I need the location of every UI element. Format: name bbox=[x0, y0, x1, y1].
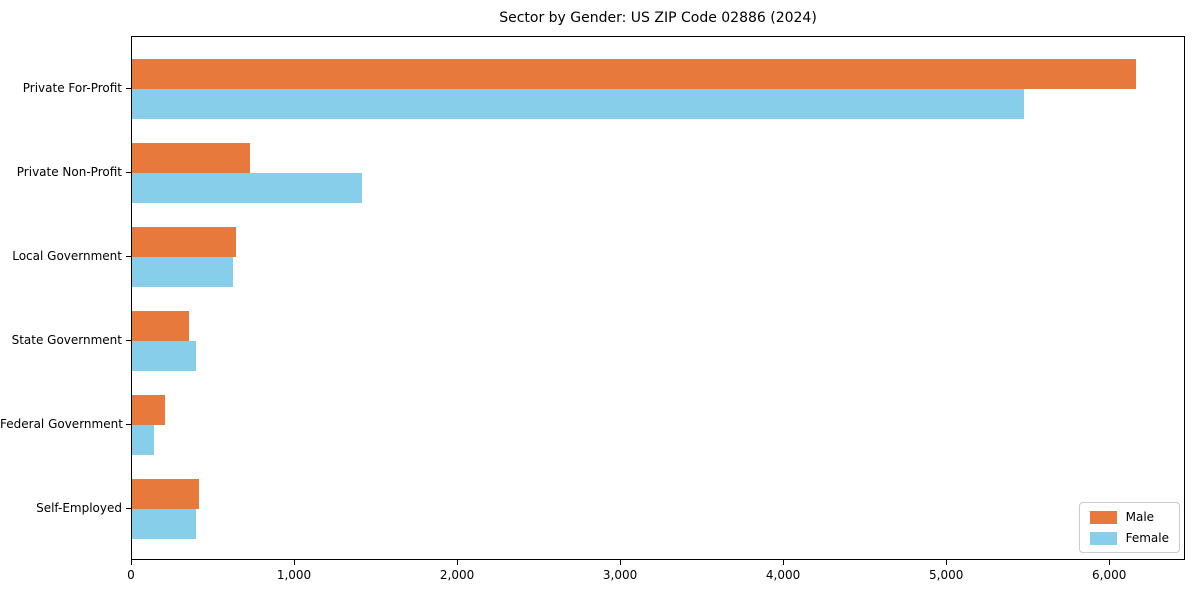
x-tick-label: 3,000 bbox=[602, 568, 638, 582]
y-axis-label-federal-government: Federal Government bbox=[0, 417, 123, 431]
x-tick bbox=[946, 560, 948, 565]
plot-area: Male Female bbox=[131, 36, 1185, 560]
bar-female-local-government bbox=[132, 257, 234, 287]
bar-male-state-government bbox=[132, 311, 190, 341]
legend-swatch-male bbox=[1089, 510, 1117, 524]
legend: Male Female bbox=[1078, 502, 1180, 553]
bar-male-federal-government bbox=[132, 395, 166, 425]
y-tick bbox=[126, 340, 131, 341]
bar-female-private-non-profit bbox=[132, 173, 362, 203]
legend-label: Male bbox=[1125, 510, 1155, 524]
x-tick-label: 5,000 bbox=[929, 568, 964, 582]
y-axis-label-private-for-profit: Private For-Profit bbox=[22, 81, 122, 95]
y-axis-label-self-employed: Self-Employed bbox=[36, 501, 122, 515]
bar-male-private-non-profit bbox=[132, 143, 251, 173]
y-tick bbox=[126, 424, 131, 425]
x-tick bbox=[294, 560, 295, 565]
y-tick bbox=[126, 172, 131, 173]
bar-female-state-government bbox=[132, 341, 196, 371]
x-tick-label: 2,000 bbox=[439, 568, 475, 582]
x-tick-label: 1,000 bbox=[276, 568, 312, 582]
x-tick bbox=[1109, 560, 1111, 565]
y-tick bbox=[126, 88, 131, 89]
bar-male-private-for-profit bbox=[132, 59, 1137, 89]
legend-item-male: Male bbox=[1089, 510, 1169, 524]
legend-swatch-female bbox=[1089, 531, 1117, 545]
y-axis-label-private-non-profit: Private Non-Profit bbox=[16, 165, 122, 179]
x-tick bbox=[131, 560, 132, 565]
y-tick bbox=[126, 256, 131, 257]
legend-item-female: Female bbox=[1089, 531, 1169, 545]
bar-male-local-government bbox=[132, 227, 237, 257]
y-tick bbox=[126, 508, 131, 509]
x-tick bbox=[783, 560, 785, 565]
x-tick bbox=[620, 560, 622, 565]
chart-title: Sector by Gender: US ZIP Code 02886 (202… bbox=[499, 10, 817, 26]
x-tick-label: 6,000 bbox=[1092, 568, 1127, 582]
bar-male-self-employed bbox=[132, 479, 199, 509]
y-axis-label-state-government: State Government bbox=[11, 333, 122, 347]
x-tick-label: 4,000 bbox=[765, 568, 801, 582]
legend-label: Female bbox=[1125, 531, 1169, 545]
bar-female-private-for-profit bbox=[132, 89, 1024, 119]
bar-female-self-employed bbox=[132, 509, 197, 539]
y-axis-label-local-government: Local Government bbox=[12, 249, 122, 263]
x-tick bbox=[457, 560, 459, 565]
bar-female-federal-government bbox=[132, 425, 154, 455]
x-tick-label: 0 bbox=[127, 568, 135, 582]
